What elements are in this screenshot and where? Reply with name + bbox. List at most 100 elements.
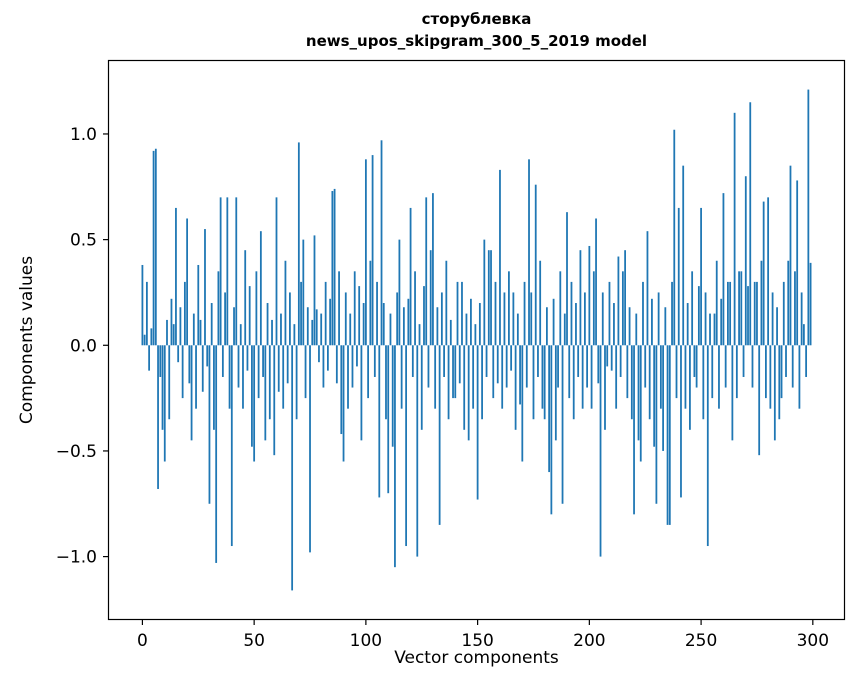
bar [300,281,302,346]
bar [420,345,423,430]
bar [758,345,761,456]
bar [425,197,428,346]
bar [385,345,387,420]
bar [322,345,325,388]
bar [335,345,338,384]
bar [472,345,475,409]
axes-spines [107,59,846,621]
bar [264,345,267,441]
bar [170,298,173,346]
bar [760,260,763,346]
bar [186,218,188,346]
x-tick-label: 250 [685,631,717,651]
bar [516,313,519,346]
bar [563,313,566,346]
bar [505,345,508,388]
bar [706,345,709,547]
bar [769,345,772,409]
bar [682,165,685,346]
bar [235,197,238,346]
bar [226,197,229,346]
bar [657,292,660,346]
bar [720,298,723,346]
bar [753,281,756,346]
bar [490,250,492,346]
bar [722,193,725,346]
y-tick-label: −1.0 [56,548,97,568]
chart-title-line1: сторублевка [421,10,532,28]
bar [347,345,349,409]
bar [735,345,738,399]
bar [724,345,727,388]
bar [673,129,676,346]
bar [382,303,385,346]
bar [807,89,810,346]
bar [704,292,707,346]
bar [577,345,580,377]
bar [436,307,439,346]
bar [537,345,539,377]
bar [503,292,506,346]
bar [782,281,785,346]
bar [367,345,370,399]
bar [423,286,425,346]
bar [626,345,629,399]
bar [780,345,783,399]
bar [501,345,504,409]
x-tick-label: 150 [461,631,493,651]
bar [429,250,432,346]
bar [809,262,812,346]
bar [195,345,197,409]
bar [327,345,329,371]
bar [680,345,682,498]
y-tick-label: 0.5 [70,231,97,251]
bar [630,345,633,420]
bar [168,345,171,420]
bar [785,345,787,377]
bar [369,260,372,346]
bar [568,345,571,399]
bar [356,345,358,367]
bar [635,313,638,346]
bar [483,239,486,346]
bar [597,345,600,384]
bar [414,271,416,346]
bar [443,345,445,377]
bar [407,298,410,346]
bar [213,345,215,430]
bar [715,260,718,346]
bar [255,271,258,346]
bar [309,345,311,553]
bar [233,307,235,346]
bar [539,260,542,346]
bar [575,303,577,346]
bar [550,345,553,515]
bar [604,345,606,430]
bar [744,176,747,346]
bar [662,345,664,451]
bar [496,345,499,384]
bar [161,345,164,430]
bar [400,345,403,409]
bar [508,271,510,346]
bar [802,324,805,346]
bar [579,250,582,346]
bar [561,345,564,504]
bar [434,345,437,409]
bar [608,281,611,346]
bar [532,345,535,420]
bar [583,292,586,346]
chart-title: сторублевка news_upos_skipgram_300_5_201… [108,8,845,52]
bar [773,345,776,441]
bar [329,298,332,346]
bar [514,345,517,430]
bar [201,345,204,392]
y-tick-label: 1.0 [70,125,97,145]
bar [342,345,345,462]
bar [767,197,770,346]
bar [246,345,249,371]
bar [659,345,662,409]
y-tick-label: 0.0 [70,336,97,356]
bar [637,345,640,441]
bar [572,345,575,420]
